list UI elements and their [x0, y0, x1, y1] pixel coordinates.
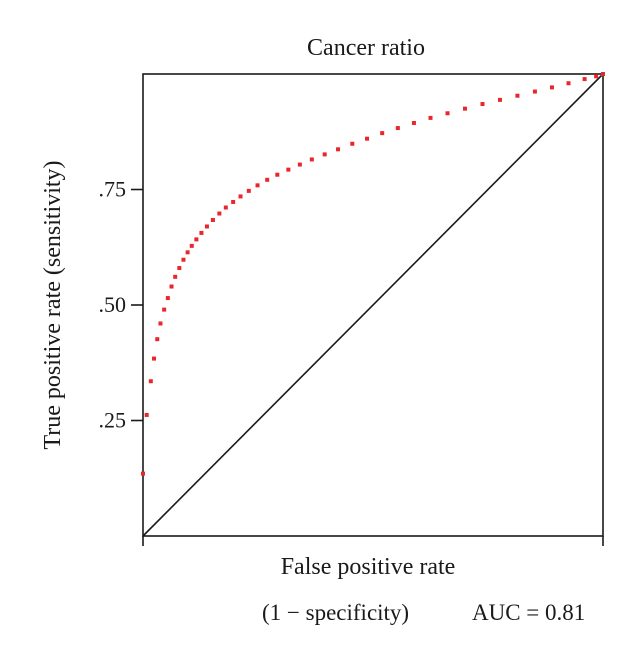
roc-point — [532, 89, 537, 94]
roc-point — [155, 337, 160, 342]
roc-point — [594, 74, 599, 79]
roc-point — [265, 177, 270, 182]
roc-point — [217, 211, 222, 216]
x-axis-sublabel: (1 − specificity) — [262, 600, 409, 625]
y-tick-label: .25 — [99, 408, 127, 433]
y-tick-label: .75 — [99, 177, 127, 202]
roc-point — [445, 111, 450, 116]
roc-point — [350, 141, 355, 146]
roc-point — [566, 81, 571, 86]
roc-point — [309, 157, 314, 162]
y-axis-label: True positive rate (sensitivity) — [40, 160, 66, 449]
roc-point — [380, 131, 385, 136]
reference-diagonal-line — [142, 73, 604, 537]
roc-point — [582, 77, 587, 82]
roc-point — [497, 97, 502, 102]
roc-point — [158, 321, 163, 326]
roc-point — [428, 115, 433, 120]
roc-point — [141, 471, 145, 476]
chart-title: Cancer ratio — [307, 35, 425, 61]
roc-point — [297, 162, 302, 167]
roc-point — [204, 224, 209, 229]
roc-point — [173, 274, 178, 279]
roc-point — [480, 102, 485, 107]
roc-point — [246, 188, 251, 193]
roc-point — [231, 199, 236, 204]
roc-point — [515, 93, 520, 98]
roc-point — [601, 72, 605, 76]
roc-point — [336, 147, 341, 152]
roc-curve-points — [141, 72, 605, 476]
x-axis-label: False positive rate — [281, 554, 456, 580]
y-axis-ticks: .25 .50 .75 — [99, 177, 143, 433]
roc-point — [181, 257, 186, 262]
roc-point — [411, 120, 416, 125]
roc-point — [463, 106, 467, 111]
y-tick-label: .50 — [99, 292, 127, 317]
roc-point — [238, 194, 243, 199]
roc-point — [199, 230, 204, 235]
roc-point — [365, 136, 370, 141]
roc-point — [255, 183, 260, 188]
roc-point — [148, 379, 153, 384]
auc-annotation: AUC = 0.81 — [472, 600, 585, 625]
roc-point — [152, 356, 157, 361]
roc-point — [223, 205, 228, 210]
roc-point — [210, 217, 215, 222]
roc-point — [286, 167, 291, 172]
roc-point — [189, 243, 194, 248]
roc-point — [177, 266, 182, 271]
roc-point — [165, 296, 170, 301]
roc-point — [395, 126, 400, 131]
roc-point — [194, 237, 199, 242]
roc-point — [549, 85, 554, 90]
roc-point — [275, 172, 280, 177]
roc-point — [144, 412, 149, 417]
roc-point — [322, 152, 327, 157]
roc-point — [169, 284, 174, 289]
roc-point — [185, 250, 190, 255]
x-axis-ticks — [142, 536, 604, 546]
roc-point — [162, 307, 167, 312]
